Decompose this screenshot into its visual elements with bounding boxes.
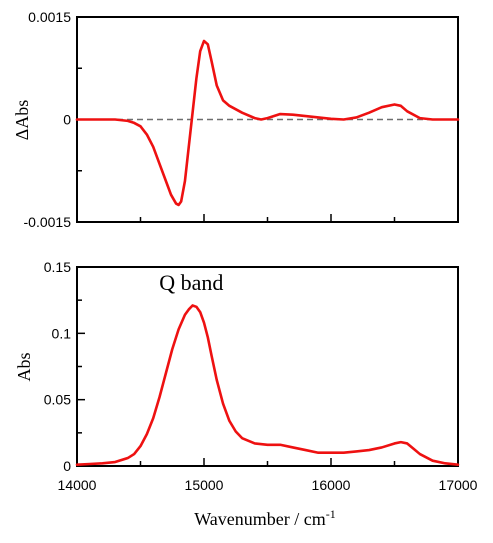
- bottom-y-axis-title: Abs: [14, 352, 34, 381]
- x-axis-title-text: Wavenumber / cm: [194, 509, 326, 529]
- difference-spectrum-panel: 0.0015 0 -0.0015 ΔAbs: [12, 9, 460, 230]
- y-tick-label: 0.05: [44, 392, 71, 408]
- difference-spectrum-line: [75, 39, 460, 207]
- y-tick-label: 0: [63, 112, 71, 128]
- y-tick-label: -0.0015: [24, 214, 72, 230]
- y-tick-label: 0.0015: [28, 9, 71, 25]
- x-axis-title-superscript: -1: [326, 507, 336, 521]
- absorption-spectrum-line: [75, 304, 460, 466]
- x-axis-title: Wavenumber / cm-1: [194, 507, 336, 529]
- bottom-y-tick-labels: 0.15 0.1 0.05 0: [44, 259, 71, 474]
- y-tick-label: 0.1: [52, 325, 72, 341]
- bottom-plot-frame: [76, 266, 459, 467]
- y-tick-label: 0.15: [44, 259, 71, 275]
- y-tick-label: 0: [63, 458, 71, 474]
- x-tick-label: 16000: [312, 477, 351, 493]
- top-y-tick-labels: 0.0015 0 -0.0015: [24, 9, 72, 230]
- top-y-axis-title: ΔAbs: [12, 100, 32, 141]
- bottom-axis-ticks: [76, 266, 459, 467]
- x-tick-labels: 14000 15000 16000 17000: [58, 477, 478, 493]
- x-tick-label: 15000: [185, 477, 224, 493]
- absorption-spectrum-panel: 0.15 0.1 0.05 0 14000 15000 16000 17000 Q band…: [14, 259, 478, 529]
- x-tick-label: 17000: [439, 477, 478, 493]
- x-tick-label: 14000: [58, 477, 97, 493]
- q-band-annotation: Q band: [159, 270, 223, 295]
